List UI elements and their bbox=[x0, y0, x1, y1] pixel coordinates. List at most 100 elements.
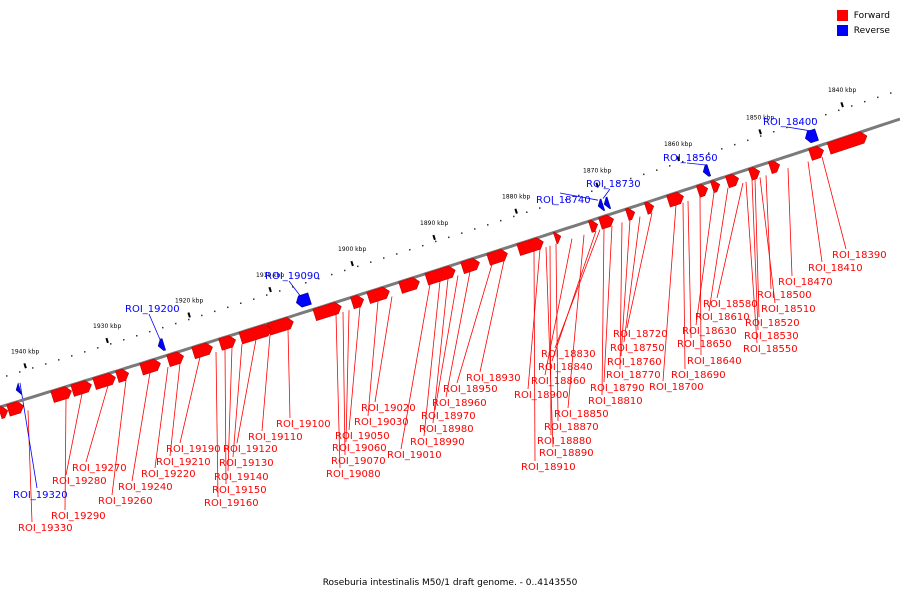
scale-dot bbox=[617, 182, 619, 184]
leader-line bbox=[445, 271, 471, 398]
leader-line bbox=[686, 162, 707, 166]
forward-gene-label: ROI_18410 bbox=[808, 263, 863, 274]
forward-gene-label: ROI_18720 bbox=[613, 329, 668, 340]
leader-line bbox=[374, 296, 393, 403]
forward-gene-arrow bbox=[398, 277, 420, 294]
leader-line bbox=[623, 216, 641, 343]
scale-dot bbox=[721, 148, 723, 150]
leader-line bbox=[626, 212, 653, 329]
leader-line bbox=[236, 339, 257, 444]
leader-line bbox=[423, 281, 441, 437]
scale-dot bbox=[474, 228, 476, 230]
scale-dot bbox=[19, 371, 21, 373]
leader-line bbox=[434, 275, 459, 411]
leader-line bbox=[111, 380, 127, 496]
scale-dot bbox=[630, 177, 632, 180]
scale-dot bbox=[162, 326, 164, 329]
forward-gene-label: ROI_19190 bbox=[166, 444, 221, 455]
legend-forward-swatch bbox=[836, 10, 848, 21]
legend-forward-label: Forward bbox=[853, 10, 890, 21]
scale-label: 1850 kbp bbox=[746, 114, 774, 121]
forward-gene-label: ROI_18580 bbox=[703, 299, 758, 310]
scale-tick bbox=[23, 363, 27, 369]
forward-gene-arrow bbox=[50, 386, 72, 403]
leader-line bbox=[287, 329, 291, 419]
scale-dot bbox=[305, 282, 307, 284]
scale-dot bbox=[851, 105, 853, 107]
scale-dot bbox=[669, 165, 671, 167]
scale-dot bbox=[695, 156, 697, 159]
forward-gene-label: ROI_19160 bbox=[204, 498, 259, 509]
leader-line bbox=[179, 356, 201, 444]
forward-gene-label: ROI_19270 bbox=[72, 463, 127, 474]
forward-gene-arrow bbox=[70, 380, 92, 397]
forward-gene-arrow bbox=[115, 368, 130, 383]
forward-gene-label: ROI_18830 bbox=[541, 349, 596, 360]
scale-tick bbox=[676, 155, 680, 162]
reverse-gene-label: ROI_19320 bbox=[13, 490, 68, 501]
forward-gene-label: ROI_19120 bbox=[223, 444, 278, 455]
forward-gene-label: ROI_18840 bbox=[538, 362, 593, 373]
forward-gene-label: ROI_19100 bbox=[276, 419, 331, 430]
leader-line bbox=[554, 229, 601, 349]
leader-line bbox=[807, 161, 823, 263]
forward-gene-label: ROI_18500 bbox=[757, 290, 812, 301]
scale-dot bbox=[123, 339, 125, 341]
scale-dot bbox=[565, 198, 567, 201]
scale-dot bbox=[110, 343, 112, 345]
forward-gene-arrow bbox=[191, 342, 213, 360]
scale-dot bbox=[500, 219, 502, 222]
axis-line bbox=[0, 117, 900, 409]
forward-gene-label: ROI_18860 bbox=[531, 376, 586, 387]
forward-gene-label: ROI_18880 bbox=[537, 436, 592, 447]
forward-gene-label: ROI_18550 bbox=[743, 344, 798, 355]
leader-line bbox=[479, 260, 505, 373]
reverse-gene-label: ROI_19200 bbox=[125, 304, 180, 315]
scale-dot bbox=[864, 100, 866, 103]
gene-track bbox=[0, 128, 868, 419]
scale-label: 1880 kbp bbox=[502, 194, 530, 201]
scale-dot bbox=[214, 310, 216, 313]
scale-tick bbox=[758, 129, 762, 135]
reverse-gene-arrow bbox=[702, 164, 712, 177]
forward-gene-arrow bbox=[598, 214, 614, 230]
scale-dot bbox=[201, 314, 203, 317]
scale-label: 1940 kbp bbox=[11, 348, 39, 355]
leader-line bbox=[224, 349, 227, 485]
leader-line bbox=[687, 200, 692, 339]
leader-line bbox=[64, 398, 67, 511]
forward-gene-arrow bbox=[808, 145, 824, 161]
leader-line bbox=[559, 192, 599, 201]
forward-gene-label: ROI_19060 bbox=[332, 443, 387, 454]
scale-dot bbox=[97, 347, 99, 349]
leader-line bbox=[348, 306, 361, 431]
forward-gene-label: ROI_19070 bbox=[331, 456, 386, 467]
leader-line bbox=[555, 243, 559, 422]
scale-dot bbox=[357, 265, 359, 268]
scale-dot bbox=[591, 190, 593, 192]
scale-dot bbox=[487, 224, 489, 226]
scale-label: 1920 kbp bbox=[175, 298, 203, 305]
leader-line bbox=[227, 346, 233, 472]
forward-gene-arrow bbox=[710, 180, 721, 194]
forward-gene-arrow bbox=[826, 131, 868, 155]
scale-dot bbox=[708, 152, 710, 154]
forward-gene-label: ROI_19110 bbox=[248, 432, 303, 443]
leader-line bbox=[567, 234, 585, 409]
scale-dot bbox=[136, 335, 138, 337]
scale-dot bbox=[526, 211, 528, 213]
forward-gene-label: ROI_18900 bbox=[514, 390, 569, 401]
scale-dot bbox=[292, 286, 294, 288]
forward-gene-label: ROI_18630 bbox=[682, 326, 737, 337]
scale-dot bbox=[253, 298, 255, 300]
leader-line bbox=[786, 126, 811, 132]
scale-tick bbox=[514, 208, 518, 214]
scale-dot bbox=[149, 330, 151, 333]
leader-line bbox=[261, 335, 271, 432]
forward-gene-arrow bbox=[748, 166, 761, 181]
scale-dot bbox=[84, 351, 86, 353]
leader-line bbox=[27, 410, 33, 523]
scale-dot bbox=[240, 302, 242, 304]
scale-dot bbox=[175, 322, 177, 325]
leader-line bbox=[821, 156, 847, 250]
